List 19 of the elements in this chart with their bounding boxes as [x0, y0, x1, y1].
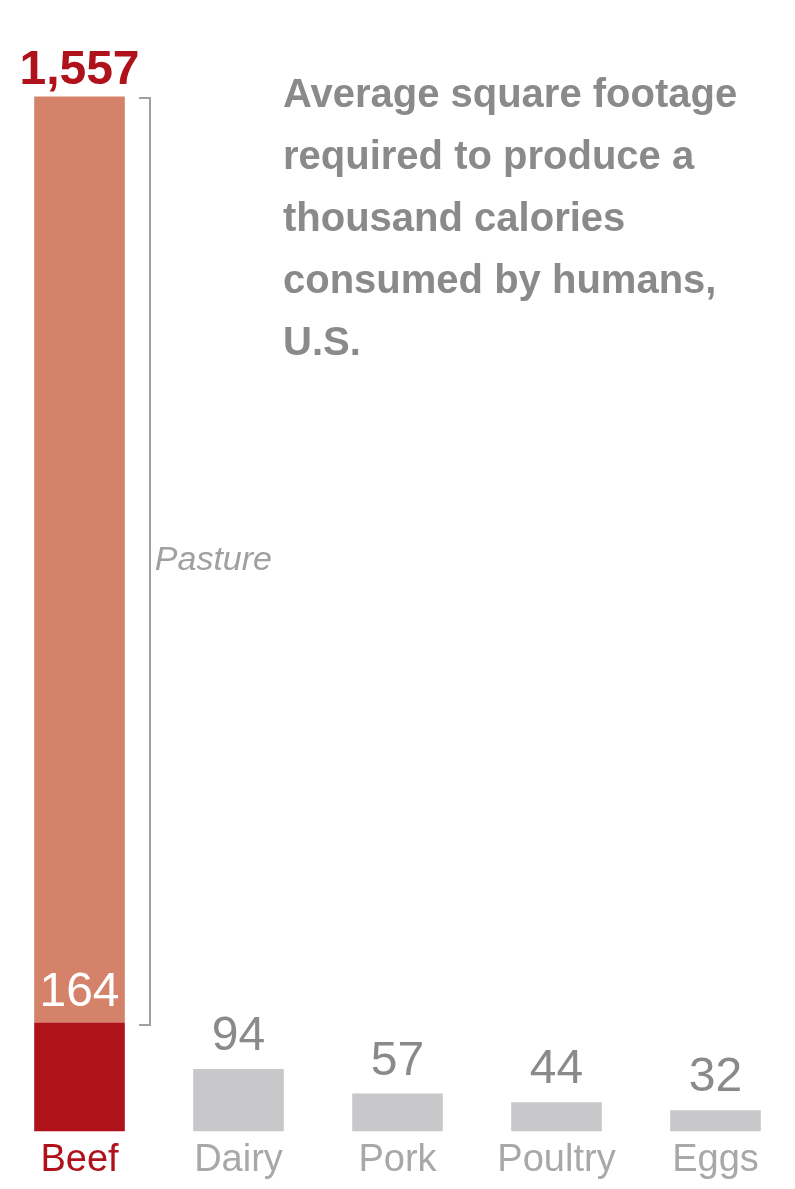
x-tick-label: Pork — [358, 1136, 438, 1179]
bar — [352, 1093, 443, 1132]
bar — [34, 96, 125, 1023]
data-label: 44 — [529, 1040, 584, 1094]
x-tick-label: Beef — [40, 1136, 120, 1179]
bar — [670, 1110, 761, 1132]
annotation: Pasture — [154, 539, 272, 579]
data-label: 32 — [688, 1048, 743, 1102]
bar — [193, 1068, 284, 1132]
bar — [511, 1102, 602, 1132]
data-label: 57 — [370, 1031, 425, 1085]
x-tick-label: Dairy — [194, 1136, 283, 1179]
x-tick-label: Eggs — [672, 1136, 759, 1179]
text: Average square footage required to produce a thousand calories consumed by humans, U.S. — [283, 70, 739, 365]
data-label: 94 — [211, 1007, 266, 1061]
bar — [34, 1022, 125, 1132]
total-label: 1,557 — [19, 40, 140, 94]
x-tick-label: Poultry — [497, 1136, 616, 1179]
data-label: 164 — [39, 962, 120, 1016]
